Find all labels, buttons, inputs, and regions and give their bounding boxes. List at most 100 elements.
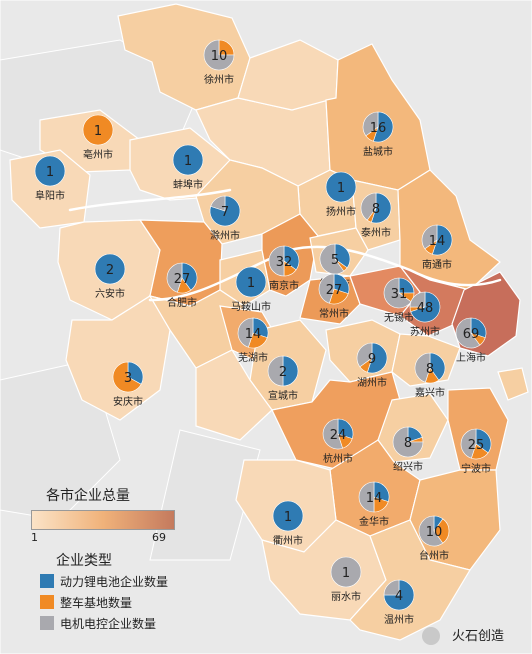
pie-slice-motor xyxy=(383,277,412,309)
pie-slice-battery xyxy=(235,266,267,298)
city-pie-chuzhou: 7 滁州市 xyxy=(209,195,241,242)
city-pie-nantong: 14 南通市 xyxy=(421,224,453,271)
city-total-label: 48 xyxy=(417,301,434,316)
city-pie-wuhu: 14 芜湖市 xyxy=(237,317,269,364)
city-name-label: 杭州市 xyxy=(323,452,353,465)
pie-slice-motor xyxy=(267,355,284,387)
city-total-label: 16 xyxy=(370,121,387,136)
city-total-label: 69 xyxy=(463,327,480,342)
legend-type-label: 动力锂电池企业数量 xyxy=(60,574,169,589)
pie-slice-motor xyxy=(210,195,226,212)
city-name-label: 常州市 xyxy=(319,307,349,320)
pie-slice-motor xyxy=(460,428,477,459)
city-pie-taizhou_js: 8 泰州市 xyxy=(360,192,392,239)
legend-type-label: 电机电控企业数量 xyxy=(60,616,157,631)
city-total-label: 1 xyxy=(284,510,292,525)
pie-slice-motor xyxy=(414,352,431,383)
pie-slice-vehicle xyxy=(82,114,114,146)
wechat-icon xyxy=(422,627,440,645)
legend-type-battery: 动力锂电池企业数量 xyxy=(40,573,168,589)
city-name-label: 湖州市 xyxy=(357,376,387,389)
city-total-label: 25 xyxy=(468,438,485,453)
pie-slice-battery xyxy=(410,291,441,323)
pie-slice-vehicle xyxy=(433,518,450,544)
pie-slice-motor xyxy=(319,243,345,275)
city-pie-taizhou_zj: 10 台州市 xyxy=(418,515,450,562)
region-anqing xyxy=(65,295,171,421)
pie-slice-battery xyxy=(127,361,144,385)
city-total-label: 2 xyxy=(279,365,287,380)
pie-slice-battery xyxy=(373,481,390,503)
region-zhoushan xyxy=(497,367,529,401)
pie-slice-motor xyxy=(318,273,335,304)
city-pie-wenzhou: 4 温州市 xyxy=(383,579,415,626)
city-pie-anqing: 3 安庆市 xyxy=(112,361,144,408)
legend-max-label: 69 xyxy=(152,531,166,544)
pie-slice-battery xyxy=(475,428,492,454)
city-total-label: 8 xyxy=(404,436,412,451)
city-pie-shanghai: 69 上海市 xyxy=(455,317,487,364)
city-name-label: 安庆市 xyxy=(113,395,143,408)
legend-total-title: 各市企业总量 xyxy=(46,488,130,504)
city-pie-ningbo: 25 宁波市 xyxy=(460,428,492,475)
city-name-label: 台州市 xyxy=(419,549,449,562)
pie-slice-vehicle xyxy=(112,361,142,393)
city-name-label: 芜湖市 xyxy=(238,351,268,364)
city-name-label: 衢州市 xyxy=(273,534,303,547)
city-name-label: 上海市 xyxy=(456,351,486,364)
city-name-label: 温州市 xyxy=(384,613,414,626)
pie-slice-motor xyxy=(383,579,400,596)
city-name-label: 绍兴市 xyxy=(393,460,423,473)
city-pie-jinhua: 14 金华市 xyxy=(358,481,390,528)
region-wenzhou xyxy=(349,519,471,641)
city-total-label: 7 xyxy=(221,205,229,220)
city-total-label: 32 xyxy=(276,255,293,270)
city-total-label: 24 xyxy=(330,428,347,443)
legend-type-title: 企业类型 xyxy=(56,553,112,569)
pie-slice-battery xyxy=(383,579,415,611)
city-total-label: 4 xyxy=(395,589,403,604)
city-pie-suzhou: 48 苏州市 xyxy=(409,291,441,338)
city-total-label: 10 xyxy=(211,49,228,64)
city-name-label: 阜阳市 xyxy=(35,189,65,202)
pie-slice-battery xyxy=(325,171,357,203)
city-total-label: 14 xyxy=(245,327,262,342)
legend-type-label: 整车基地数量 xyxy=(60,595,133,610)
city-name-label: 六安市 xyxy=(95,287,125,300)
city-name-label: 合肥市 xyxy=(167,296,197,309)
city-pie-xuzhou: 10 徐州市 xyxy=(203,39,235,86)
city-name-label: 盐城市 xyxy=(363,145,393,158)
city-name-label: 宣城市 xyxy=(268,389,298,402)
city-pie-hangzhou: 24 杭州市 xyxy=(322,418,354,465)
battery-swatch xyxy=(40,574,54,588)
city-name-label: 无锡市 xyxy=(384,311,414,324)
city-pie-bengbu: 1 蚌埠市 xyxy=(172,144,204,191)
legend-gradient-bar xyxy=(31,510,175,530)
city-pie-hefei: 27 合肥市 xyxy=(166,262,198,309)
pie-slice-battery xyxy=(470,317,487,339)
city-pie-quzhou: 1 衢州市 xyxy=(272,500,304,547)
legend-type-motor: 电机电控企业数量 xyxy=(40,615,156,631)
city-pie-luan: 2 六安市 xyxy=(94,253,126,300)
city-pie-shaoxing: 8 绍兴市 xyxy=(392,426,424,473)
watermark-text: 火石创造 xyxy=(451,629,504,644)
city-pie-lishui: 1 丽水市 xyxy=(330,556,362,603)
city-total-label: 3 xyxy=(124,371,132,386)
pie-slice-motor xyxy=(330,556,362,588)
city-name-label: 泰州市 xyxy=(361,226,391,239)
city-pie-fuyang: 1 阜阳市 xyxy=(34,155,66,202)
city-pie-changzhou: 27 常州市 xyxy=(318,273,350,320)
city-total-label: 1 xyxy=(184,154,192,169)
city-total-label: 27 xyxy=(326,283,343,298)
city-name-label: 扬州市 xyxy=(326,205,356,218)
pie-slice-motor xyxy=(237,317,254,348)
pie-slice-motor xyxy=(360,192,377,221)
city-total-label: 2 xyxy=(106,263,114,278)
city-total-label: 9 xyxy=(368,352,376,367)
pie-slice-battery xyxy=(172,144,204,176)
pie-slice-motor xyxy=(322,418,344,450)
pie-slice-motor xyxy=(356,342,373,368)
city-pie-maanshan: 1 马鞍山市 xyxy=(231,266,271,313)
